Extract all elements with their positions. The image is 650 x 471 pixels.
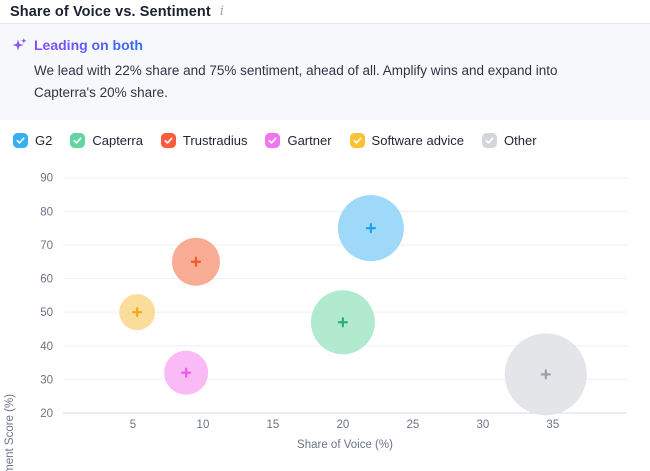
bubble-center-marker xyxy=(181,367,192,378)
legend-label: G2 xyxy=(35,132,53,148)
x-tick-label: 25 xyxy=(406,419,419,431)
legend-label: Trustradius xyxy=(182,132,248,148)
checkbox-checked-icon xyxy=(265,132,281,148)
checkbox-checked-icon xyxy=(482,132,498,148)
x-tick-label: 15 xyxy=(267,419,280,431)
y-tick-label: 60 xyxy=(40,274,53,286)
checkbox-checked-icon xyxy=(160,132,176,148)
checkbox-checked-icon xyxy=(70,132,86,148)
bubble-chart: 20 30 40 50 60 70 80 90 5 10 15 20 25 30 35 Sentiment … xyxy=(0,160,650,471)
page-title: Share of Voice vs. Sentiment xyxy=(10,3,211,20)
legend-label: Software advice xyxy=(371,132,465,148)
legend-item-capterra[interactable]: Capterra xyxy=(70,132,143,148)
sparkles-icon xyxy=(12,38,27,51)
y-tick-label: 80 xyxy=(40,206,53,218)
card-header: Share of Voice vs. Sentiment i xyxy=(0,0,650,24)
legend-label: Capterra xyxy=(92,132,143,148)
insight-heading: Leading on both xyxy=(34,37,143,53)
legend-item-other[interactable]: Other xyxy=(482,132,537,148)
legend-item-software-advice[interactable]: Software advice xyxy=(349,132,465,148)
insight-panel: Leading on both We lead with 22% share a… xyxy=(0,24,650,120)
checkbox-checked-icon xyxy=(349,132,365,148)
x-tick-label: 30 xyxy=(476,419,489,431)
x-tick-label: 20 xyxy=(337,419,350,431)
bubble-chart-canvas: 20 30 40 50 60 70 80 90 5 10 15 20 25 30 35 xyxy=(40,173,627,431)
bubble-center-marker xyxy=(365,223,376,234)
y-tick-label: 40 xyxy=(40,341,53,353)
bubble-center-marker xyxy=(337,317,349,328)
insight-body-text: We lead with 22% share and 75% sentiment… xyxy=(34,63,558,100)
chart-legend: G2 Capterra Trustradius Gartner Software… xyxy=(0,120,650,160)
y-tick-label: 20 xyxy=(40,408,53,420)
x-tick-label: 35 xyxy=(546,419,559,431)
x-tick-label: 10 xyxy=(197,419,210,431)
legend-label: Other xyxy=(504,132,537,148)
legend-item-gartner[interactable]: Gartner xyxy=(265,132,332,148)
legend-item-trustradius[interactable]: Trustradius xyxy=(160,132,248,148)
y-tick-label: 50 xyxy=(40,307,53,319)
y-tick-label: 70 xyxy=(40,240,53,252)
legend-label: Gartner xyxy=(287,132,332,148)
legend-item-g2[interactable]: G2 xyxy=(13,132,53,148)
bubble-center-marker xyxy=(190,256,202,267)
bubble-center-marker xyxy=(132,307,143,318)
info-icon[interactable]: i xyxy=(219,4,224,19)
checkbox-checked-icon xyxy=(13,132,28,148)
x-tick-label: 5 xyxy=(130,419,136,431)
y-tick-label: 90 xyxy=(40,173,53,185)
y-tick-label: 30 xyxy=(40,374,53,386)
bubble-center-marker xyxy=(540,369,551,380)
